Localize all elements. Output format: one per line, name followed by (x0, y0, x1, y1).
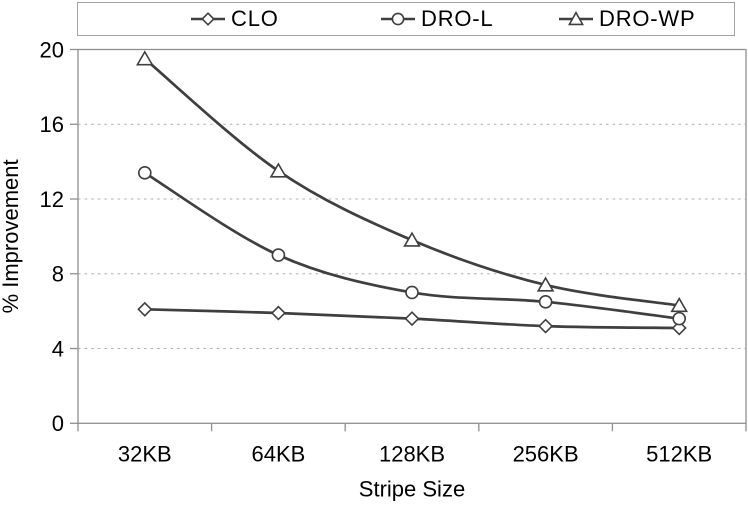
y-tick-label: 20 (40, 37, 64, 62)
circle-marker-icon (381, 12, 415, 26)
data-point-dro-wp-256kb (536, 276, 555, 292)
x-tick-label: 32KB (118, 441, 172, 466)
x-axis-title: Stripe Size (359, 476, 465, 501)
x-tick-label: 256KB (513, 441, 579, 466)
y-tick-label: 16 (40, 112, 64, 137)
legend-label-dro-wp: DRO-WP (599, 6, 696, 31)
diamond-marker-icon (191, 12, 225, 26)
data-point-clo-128kb (404, 311, 420, 327)
data-point-dro-wp-32kb (136, 50, 154, 66)
x-tick-label: 128KB (379, 441, 445, 466)
triangle-marker-icon (559, 11, 593, 26)
legend-label-dro-l: DRO-L (421, 6, 494, 31)
y-tick-label: 8 (52, 262, 64, 287)
data-point-dro-l-128kb (405, 285, 419, 300)
legend-label-clo: CLO (231, 6, 279, 31)
legend-entry-dro-l: DRO-L (381, 3, 493, 35)
x-tick-label: 64KB (251, 441, 305, 466)
data-point-dro-wp-128kb (403, 231, 421, 247)
data-point-clo-256kb (538, 318, 554, 334)
y-tick-label: 4 (52, 336, 64, 361)
data-point-dro-wp-64kb (269, 162, 288, 178)
series-line-dro-wp (143, 57, 681, 307)
data-point-clo-512kb (671, 320, 687, 336)
data-point-clo-64kb (270, 305, 286, 321)
chart-legend: CLO DRO-L DRO-WP (77, 2, 735, 36)
data-point-dro-wp-512kb (670, 296, 688, 313)
data-point-dro-l-512kb (672, 311, 687, 326)
plot-border (77, 48, 747, 424)
legend-entry-clo: CLO (191, 3, 279, 35)
y-axis-title: % Improvement (0, 159, 23, 313)
data-point-dro-l-256kb (538, 295, 553, 309)
data-point-clo-32kb (137, 301, 153, 317)
x-tick-label: 512KB (646, 441, 712, 466)
legend-entry-dro-wp: DRO-WP (559, 3, 695, 35)
data-point-dro-l-64kb (271, 248, 286, 262)
data-point-dro-l-32kb (138, 166, 152, 180)
y-tick-label: 0 (52, 411, 64, 436)
y-tick-label: 12 (40, 187, 64, 212)
